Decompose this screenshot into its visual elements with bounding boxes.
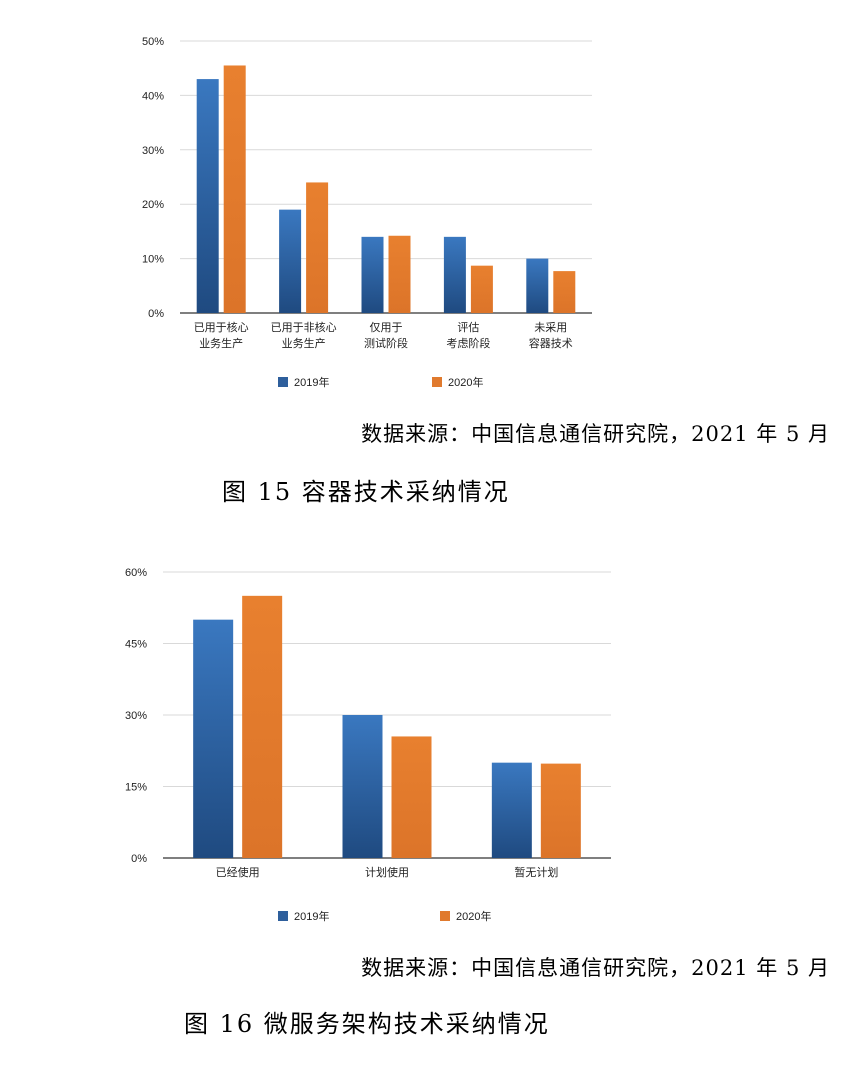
bar-series2	[391, 736, 432, 858]
legend-swatch	[278, 377, 288, 387]
bar-series2	[540, 763, 581, 858]
bar-series2	[242, 595, 283, 858]
category-label: 暂无计划	[514, 866, 558, 879]
y-tick-label: 30%	[125, 710, 147, 722]
source-note-1: 数据来源：中国信息通信研究院，2021 年 5 月	[361, 422, 830, 446]
category-label: 业务生产	[199, 336, 243, 350]
figure-15-caption: 图 15 容器技术采纳情况	[222, 478, 510, 506]
source-note-2: 数据来源：中国信息通信研究院，2021 年 5 月	[361, 956, 830, 980]
bar-series2	[553, 271, 576, 313]
bar-series2	[470, 265, 493, 313]
category-label: 已用于核心	[194, 320, 249, 334]
legend-label: 2020年	[456, 909, 491, 923]
bar-series1	[279, 209, 302, 313]
category-label: 测试阶段	[364, 336, 408, 350]
bar-series1	[193, 619, 234, 858]
y-tick-label: 0%	[148, 308, 164, 320]
category-label: 计划使用	[365, 866, 409, 879]
category-label: 容器技术	[529, 336, 573, 350]
bar-series1	[361, 236, 384, 313]
category-label: 仅用于	[370, 321, 403, 334]
microservice-adoption-chart: 0% 15% 30% 45% 60% 已经使用 计划使用 暂无计划 2019年 2020年	[125, 567, 611, 923]
legend-label: 2019年	[294, 375, 329, 389]
bar-series1	[443, 236, 466, 313]
bar-series2	[388, 235, 411, 313]
category-label: 已经使用	[216, 866, 260, 879]
container-adoption-chart: 0%10%20%30%40%50%已用于核心业务生产已用于非核心业务生产仅用于测…	[142, 36, 592, 389]
y-tick-label: 50%	[142, 36, 164, 48]
y-tick-label: 40%	[142, 90, 164, 102]
y-tick-label: 15%	[125, 782, 147, 794]
legend-swatch	[432, 377, 442, 387]
category-label: 考虑阶段	[446, 336, 490, 350]
category-label: 已用于非核心	[271, 320, 337, 334]
y-tick-label: 20%	[142, 199, 164, 211]
y-tick-label: 0%	[131, 853, 147, 865]
legend-swatch	[440, 911, 450, 921]
category-label: 业务生产	[282, 336, 326, 350]
legend-label: 2020年	[448, 375, 483, 389]
legend-label: 2019年	[294, 909, 329, 923]
bar-series2	[306, 182, 329, 313]
bar-series1	[491, 762, 532, 858]
category-label: 评估	[457, 321, 479, 334]
y-tick-label: 60%	[125, 567, 147, 579]
category-label: 未采用	[534, 321, 567, 334]
bar-series1	[526, 258, 549, 313]
figure-16-caption: 图 16 微服务架构技术采纳情况	[184, 1010, 550, 1038]
legend-swatch	[278, 911, 288, 921]
bar-series1	[342, 715, 383, 858]
bar-series1	[196, 79, 219, 313]
y-tick-label: 45%	[125, 639, 147, 651]
y-tick-label: 10%	[142, 254, 164, 266]
bar-series2	[223, 65, 246, 313]
y-tick-label: 30%	[142, 145, 164, 157]
